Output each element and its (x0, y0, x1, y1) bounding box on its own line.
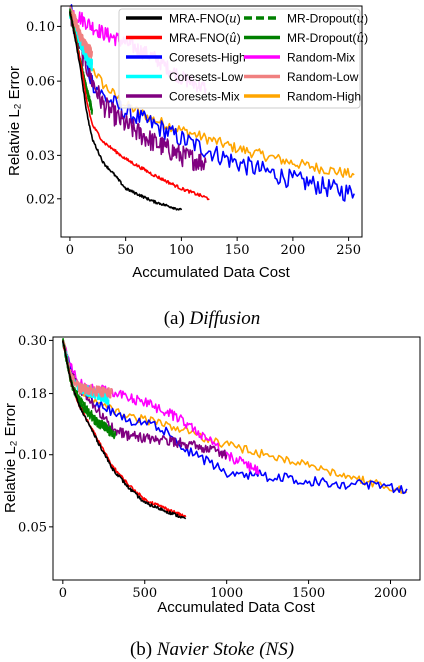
diffusion-series-random-high (69, 10, 355, 178)
legend-label-coresets-high: Coresets-High (169, 51, 246, 65)
ns-series-mra-fno-u (62, 340, 187, 520)
diffusion-y-tick-label: 0.06 (26, 75, 55, 90)
diffusion-x-tick-label: 150 (225, 243, 250, 258)
legend-label-mra-fno-u: MRA-FNO(u) (169, 12, 241, 26)
ns-axes-frame (52, 336, 421, 581)
legend-label-mr-dropout-uhat: MR-Dropout(û) (287, 31, 368, 45)
diffusion-x-tick-label: 250 (336, 243, 361, 258)
diffusion-x-tick-label: 0 (66, 243, 74, 258)
ns-x-ticks: 0 500 1000 1500 2000 (59, 580, 407, 601)
legend-label-coresets-mix: Coresets-Mix (169, 90, 240, 104)
diffusion-axes-frame (60, 5, 363, 238)
ns-y-tick-label: 0.18 (18, 387, 47, 402)
ns-series-random-low (62, 338, 113, 399)
ns-caption-prefix: (b) (130, 639, 152, 660)
ns-series-coresets-high (62, 340, 408, 495)
legend-label-mra-fno-uhat: MRA-FNO(û) (169, 31, 241, 45)
diffusion-x-tick-label: 50 (117, 243, 134, 258)
ns-x-axis-label: Accumulated Data Cost (157, 599, 315, 616)
diffusion-x-tick-label: 100 (169, 243, 194, 258)
legend-label-random-low: Random-Low (287, 70, 359, 84)
legend-label-random-high: Random-High (287, 90, 361, 104)
diffusion-x-axis-label: Accumulated Data Cost (132, 264, 290, 281)
diffusion-caption: (a) Diffusion (164, 308, 261, 329)
diffusion-legend: MRA-FNO(u) MR-Dropout(u) MRA-FNO(û) MR-Drop… (118, 8, 368, 109)
legend-items: MRA-FNO(u) MR-Dropout(u) MRA-FNO(û) MR-Drop… (126, 12, 368, 104)
ns-y-ticks: 0.05 0.10 0.18 0.30 (18, 334, 53, 535)
diffusion-y-ticks: 0.02 0.03 0.06 0.10 (26, 20, 61, 207)
ns-series-coresets-mix (62, 339, 228, 460)
diffusion-series-layer (69, 4, 355, 211)
diffusion-series-mra-fno-u (69, 11, 183, 211)
ns-x-tick-label: 500 (132, 586, 157, 601)
legend-label-coresets-low: Coresets-Low (169, 70, 243, 84)
ns-x-tick-label: 1000 (210, 586, 243, 601)
diffusion-caption-title: Diffusion (189, 308, 261, 329)
legend-label-mr-dropout-u: MR-Dropout(u) (287, 12, 368, 26)
diffusion-series-coresets-high (69, 4, 355, 202)
diffusion-x-tick-label: 200 (280, 243, 305, 258)
diffusion-caption-prefix: (a) (164, 308, 185, 329)
ns-x-tick-label: 1500 (292, 586, 325, 601)
ns-y-tick-label: 0.05 (18, 520, 47, 535)
ns-caption-title: Navier Stoke (NS) (156, 639, 294, 660)
ns-series-layer (62, 337, 408, 520)
diffusion-series-coresets-mix (69, 6, 207, 172)
ns-y-tick-label: 0.30 (18, 334, 47, 349)
ns-y-tick-label: 0.10 (18, 448, 47, 463)
ns-caption: (b) Navier Stoke (NS) (130, 639, 294, 660)
navier-stokes-panel: 0 500 1000 1500 2000 0.05 0.10 0.18 0.30 Accumu… (2, 334, 421, 660)
ns-y-axis-label: Relatvie L₂ Error (2, 403, 19, 513)
ns-x-tick-label: 2000 (374, 586, 407, 601)
diffusion-y-tick-label: 0.02 (26, 192, 55, 207)
legend-label-random-mix: Random-Mix (287, 51, 355, 65)
diffusion-panel: 0 50 100 150 200 250 0.02 0.03 0.06 0.10 Accumul… (6, 4, 368, 329)
diffusion-series-mra-fno-uhat (69, 11, 210, 201)
diffusion-y-axis-label: Relatvie L₂ Error (6, 66, 23, 176)
diffusion-x-ticks: 0 50 100 150 200 250 (66, 237, 361, 258)
legend-box (118, 8, 361, 109)
diffusion-series-random-low (69, 5, 93, 59)
diffusion-y-tick-label: 0.03 (26, 149, 55, 164)
diffusion-y-tick-label: 0.10 (26, 20, 55, 35)
ns-x-tick-label: 0 (59, 586, 67, 601)
